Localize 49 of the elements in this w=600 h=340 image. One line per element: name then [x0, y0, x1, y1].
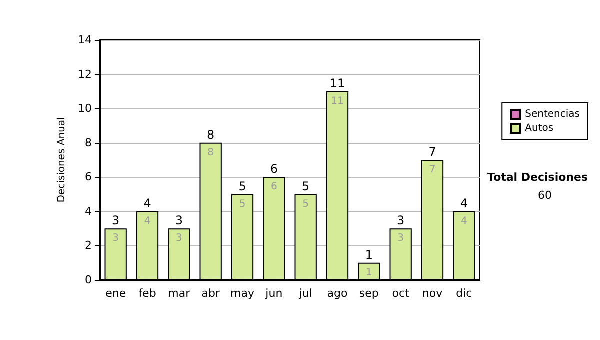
x-tick-label: nov [422, 287, 444, 300]
text: 60 [538, 189, 552, 202]
y-tick-label: 0 [85, 274, 92, 286]
text: Total Decisiones [488, 171, 588, 184]
legend-label: Autos [525, 123, 554, 134]
data-label: 7 [429, 164, 436, 176]
y-tick-label: 8 [85, 136, 92, 150]
x-tick-label: ago [327, 287, 348, 300]
total-label: 7 [428, 145, 436, 159]
total-label: 4 [144, 196, 152, 210]
y-tick-label: 10 [78, 102, 92, 116]
total-label: 11 [330, 76, 346, 90]
y-tick-label: 14 [78, 34, 92, 46]
x-tick-label: feb [138, 287, 156, 300]
total-label: 3 [397, 214, 405, 228]
total-label: 5 [302, 179, 310, 194]
legend-label: Sentencias [525, 109, 580, 120]
y-tick-label: 12 [78, 68, 92, 81]
total-label: 3 [175, 214, 183, 228]
y-tick-label: 4 [85, 204, 92, 218]
x-tick-label: ene [106, 287, 126, 300]
y-tick-label: 6 [85, 170, 92, 184]
total-label: 5 [238, 179, 246, 194]
data-label: 3 [176, 233, 182, 244]
data-label: 6 [270, 182, 278, 193]
data-label: 5 [239, 198, 246, 210]
data-label: 11 [331, 96, 344, 107]
total-label: 8 [207, 128, 215, 142]
x-tick-label: jun [264, 287, 283, 300]
y-axis-title: Decisiones Anual [56, 117, 68, 203]
y-tick-label: 2 [85, 239, 92, 252]
total-label: 6 [270, 162, 278, 176]
x-tick-label: mar [168, 287, 191, 300]
data-label: 1 [366, 267, 372, 278]
data-label: 5 [302, 198, 310, 210]
total-label: 4 [460, 196, 468, 210]
data-label: 8 [208, 147, 214, 158]
x-tick-label: abr [202, 287, 220, 300]
x-tick-label: oct [392, 287, 410, 300]
data-label: 4 [144, 216, 151, 227]
x-tick-label: may [230, 287, 255, 300]
data-label: 4 [460, 216, 468, 227]
data-label: 3 [112, 233, 120, 244]
total-label: 3 [112, 214, 120, 228]
x-tick-label: sep [359, 287, 379, 300]
data-label: 3 [398, 233, 404, 244]
total-label: 1 [365, 248, 373, 262]
x-tick-label: jul [298, 287, 312, 300]
x-tick-label: dic [456, 287, 472, 300]
